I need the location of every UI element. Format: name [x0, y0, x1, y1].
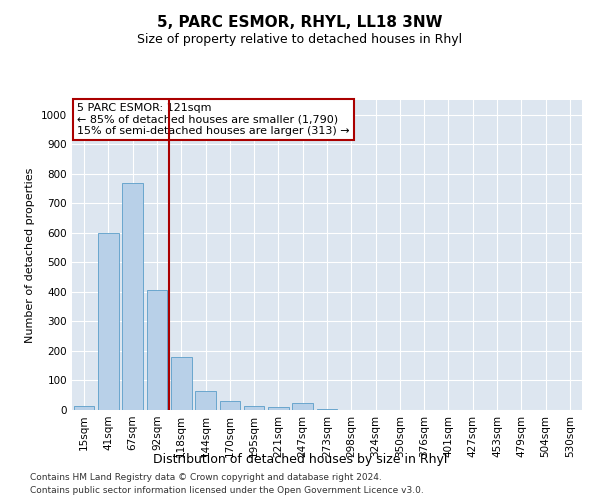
- Text: Contains HM Land Registry data © Crown copyright and database right 2024.: Contains HM Land Registry data © Crown c…: [30, 474, 382, 482]
- Bar: [171, 357, 191, 410]
- Text: Size of property relative to detached houses in Rhyl: Size of property relative to detached ho…: [137, 32, 463, 46]
- Bar: [268, 407, 289, 410]
- Text: 5, PARC ESMOR, RHYL, LL18 3NW: 5, PARC ESMOR, RHYL, LL18 3NW: [157, 15, 443, 30]
- Bar: [220, 401, 240, 410]
- Bar: [195, 391, 216, 410]
- Bar: [98, 233, 119, 410]
- Y-axis label: Number of detached properties: Number of detached properties: [25, 168, 35, 342]
- Bar: [146, 290, 167, 410]
- Bar: [244, 406, 265, 410]
- Bar: [317, 408, 337, 410]
- Text: 5 PARC ESMOR: 121sqm
← 85% of detached houses are smaller (1,790)
15% of semi-de: 5 PARC ESMOR: 121sqm ← 85% of detached h…: [77, 103, 350, 136]
- Text: Distribution of detached houses by size in Rhyl: Distribution of detached houses by size …: [153, 452, 447, 466]
- Bar: [292, 402, 313, 410]
- Text: Contains public sector information licensed under the Open Government Licence v3: Contains public sector information licen…: [30, 486, 424, 495]
- Bar: [74, 406, 94, 410]
- Bar: [122, 182, 143, 410]
